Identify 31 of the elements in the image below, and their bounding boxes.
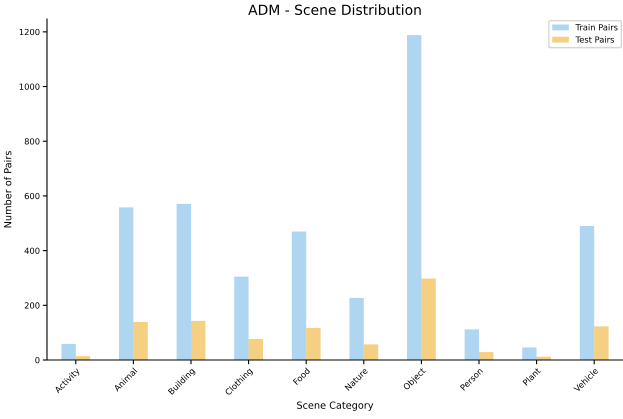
bar [133,322,148,360]
y-tick-label: 0 [35,356,40,364]
bar [349,298,364,360]
bar [522,347,537,360]
bar [191,320,206,360]
y-tick-label: 1200 [20,28,40,36]
y-axis-title: Number of Pairs [4,151,12,228]
bar [306,328,321,360]
chart-title: ADM - Scene Distribution [248,4,421,16]
x-axis-title: Scene Category [297,402,374,411]
bar [61,344,76,360]
bar [292,231,306,360]
y-tick-label: 1000 [20,84,40,90]
bar [464,329,479,360]
bar [407,35,422,360]
bar [119,207,134,360]
bar [421,278,436,360]
bar [248,338,263,360]
y-tick-label: 800 [24,138,40,145]
bar [536,356,551,360]
bar [594,326,609,360]
bar [234,276,249,360]
y-tick-label: 200 [24,302,40,309]
y-tick-label: 400 [24,248,40,254]
bar [176,204,191,360]
bar [364,344,378,360]
y-tick-label: 600 [24,192,40,200]
legend-label: Train Pairs [576,24,618,30]
legend-label: Test Pairs [576,36,614,43]
bar [479,352,494,360]
bar [580,226,594,360]
